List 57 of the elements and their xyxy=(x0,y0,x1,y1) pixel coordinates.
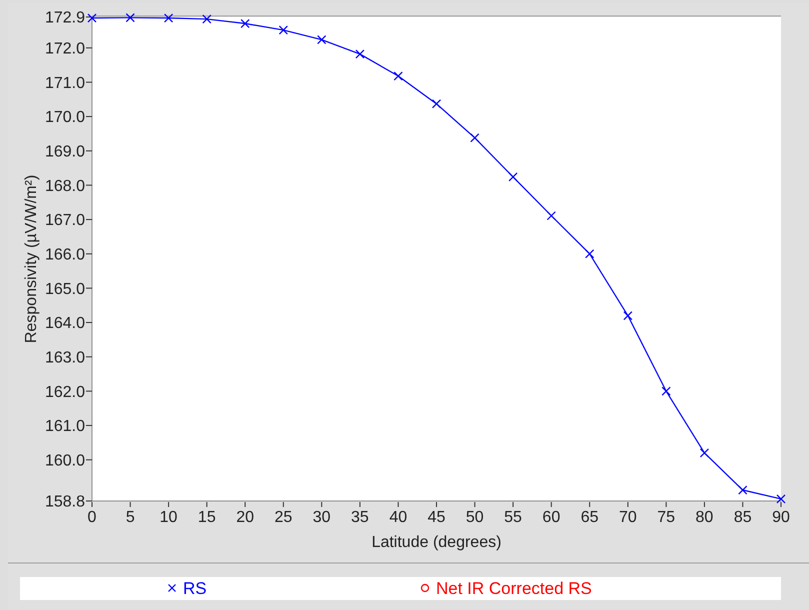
point xyxy=(470,133,480,142)
point xyxy=(662,386,671,396)
x-tick-label: 55 xyxy=(504,509,522,526)
x-tick-label: 60 xyxy=(542,509,560,526)
point xyxy=(776,494,786,504)
x-tick-label: 90 xyxy=(772,509,790,526)
x-tick-label: 35 xyxy=(351,509,369,526)
y-tick-label: 167.0 xyxy=(44,212,86,230)
y-tick-label: 165.0 xyxy=(44,280,86,298)
x-tick-label: 0 xyxy=(88,509,97,526)
x-axis-title: Latitude (degrees) xyxy=(372,534,502,551)
x-tick-label: 5 xyxy=(126,509,135,526)
x-tick-label: 80 xyxy=(696,509,714,526)
y-tick-label: 168.0 xyxy=(44,178,86,195)
y-tick-label: 160.0 xyxy=(44,452,86,470)
point xyxy=(394,71,403,81)
x-tick-label: 15 xyxy=(198,509,216,526)
x-tick-label: 10 xyxy=(160,509,178,526)
legend-label: Net IR Corrected RS xyxy=(436,578,592,598)
point xyxy=(317,35,326,44)
point xyxy=(240,18,250,28)
y-tick-label: 164.0 xyxy=(44,315,86,332)
point xyxy=(623,311,632,320)
x-tick-label: 30 xyxy=(312,509,331,526)
x-tick-label: 40 xyxy=(389,509,408,526)
y-tick-label: 158.8 xyxy=(44,494,86,511)
y-tick-label: 171.0 xyxy=(44,74,86,92)
point xyxy=(87,13,97,23)
point xyxy=(432,99,442,108)
y-tick-label: 169.0 xyxy=(44,143,86,160)
x-tick-label: 20 xyxy=(236,509,254,526)
y-tick-label: 170.0 xyxy=(44,109,86,126)
y-tick-label: 172.0 xyxy=(44,40,86,58)
y-tick-label: 161.0 xyxy=(44,418,86,436)
point xyxy=(355,49,365,59)
point xyxy=(278,25,288,35)
x-tick-label: 50 xyxy=(466,509,484,526)
point xyxy=(202,14,212,24)
point xyxy=(738,485,748,495)
x-tick-label: 65 xyxy=(580,509,599,526)
legend-label: RS xyxy=(183,578,207,598)
y-tick-label: 172.9 xyxy=(44,10,86,27)
x-tick-label: 85 xyxy=(734,509,752,526)
point xyxy=(126,13,135,22)
point xyxy=(585,249,594,258)
y-axis-title: Responsivity (µV/W/m²) xyxy=(23,174,40,344)
y-tick-label: 163.0 xyxy=(44,349,86,366)
y-tick-label: 162.0 xyxy=(44,384,86,401)
x-tick-label: 45 xyxy=(428,509,446,526)
point xyxy=(164,13,174,23)
y-tick-label: 166.0 xyxy=(44,246,86,264)
x-tick-label: 75 xyxy=(657,509,676,526)
point xyxy=(546,211,556,220)
x-tick-label: 70 xyxy=(618,509,637,526)
point xyxy=(508,172,518,182)
point xyxy=(700,448,710,458)
x-tick-label: 25 xyxy=(274,509,292,526)
